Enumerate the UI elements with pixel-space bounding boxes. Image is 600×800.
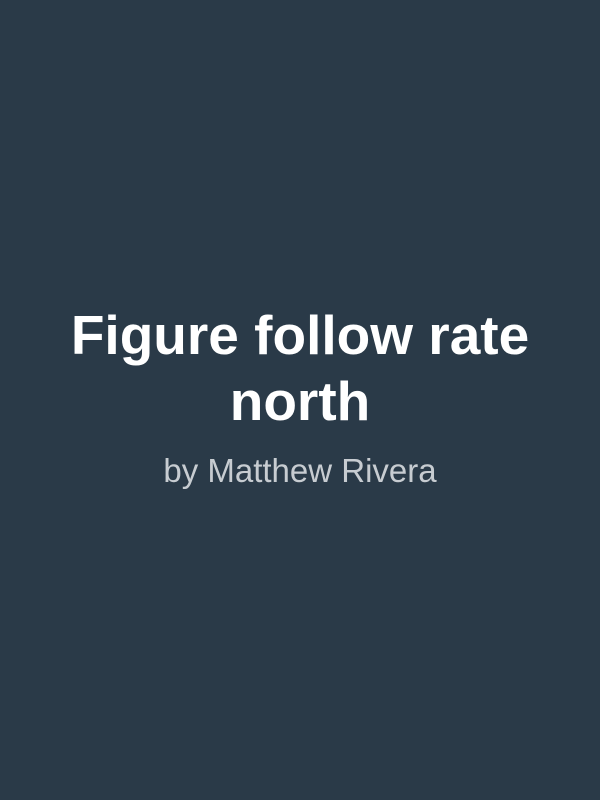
cover-title: Figure follow rate north (70, 304, 530, 432)
cover-author: by Matthew Rivera (163, 452, 437, 489)
